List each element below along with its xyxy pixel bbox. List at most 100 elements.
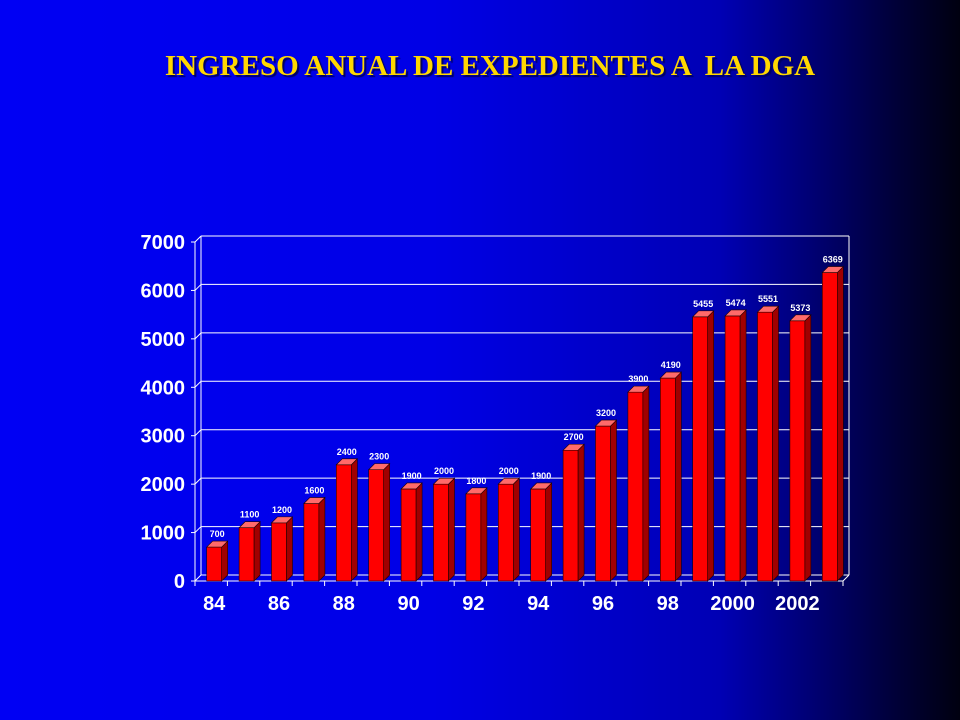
bar-front xyxy=(433,483,449,582)
bar-side xyxy=(383,462,391,582)
y-tick-label: 0 xyxy=(174,571,185,593)
bar-side xyxy=(512,477,520,582)
data-label: 2000 xyxy=(434,466,454,476)
gridline-diag xyxy=(194,284,202,291)
bar xyxy=(627,385,650,582)
bar xyxy=(789,314,812,582)
bar-side xyxy=(480,487,488,582)
bar-front xyxy=(497,483,514,582)
bar-top xyxy=(789,314,812,322)
bar xyxy=(529,482,553,582)
bar-front xyxy=(789,320,806,582)
axis-corner-right xyxy=(842,574,850,582)
bar xyxy=(465,487,488,582)
data-label: 1100 xyxy=(240,510,260,520)
data-label: 1800 xyxy=(466,476,486,486)
x-tick-label: 88 xyxy=(333,593,355,615)
bar-top xyxy=(497,477,521,485)
bar-side xyxy=(739,309,747,582)
bar xyxy=(335,458,359,582)
bar-top xyxy=(756,305,780,313)
bar xyxy=(659,371,683,582)
bar xyxy=(821,265,845,582)
bar-side xyxy=(577,443,585,582)
bar-side xyxy=(772,305,779,582)
gridline-diag xyxy=(194,429,202,437)
bar-front xyxy=(821,272,838,582)
bar-top xyxy=(367,463,391,470)
x-tick-label: 84 xyxy=(203,593,226,615)
x-tick-label: 2002 xyxy=(775,593,820,615)
bar-top xyxy=(205,540,229,548)
axis-corner xyxy=(194,574,202,582)
bar-side xyxy=(286,516,293,582)
bar-front xyxy=(627,391,644,582)
y-tick-label: 7000 xyxy=(141,232,186,254)
bar xyxy=(432,477,456,582)
bar-front xyxy=(692,316,709,582)
bar-front xyxy=(335,464,352,582)
x-tick-labels: 84 86 88 90 92 94 96 98 2000 2002 xyxy=(203,593,820,615)
bar xyxy=(205,540,229,582)
bar-side xyxy=(642,385,650,582)
bars xyxy=(205,265,845,582)
bar xyxy=(594,419,618,582)
data-label: 700 xyxy=(210,529,225,539)
data-label: 2700 xyxy=(564,432,584,442)
bar-front xyxy=(530,488,547,582)
y-tick-label: 1000 xyxy=(141,523,186,545)
y-tick-label: 3000 xyxy=(141,426,186,448)
bar-side xyxy=(350,458,358,582)
y-tick-label: 4000 xyxy=(141,377,186,399)
gridline-diag xyxy=(194,477,202,485)
bar-front xyxy=(724,315,741,582)
gridline-diag xyxy=(194,332,202,340)
x-tick-label: 2000 xyxy=(710,593,755,615)
bar-top xyxy=(303,497,326,504)
bar xyxy=(497,477,521,582)
bar-front xyxy=(562,449,579,582)
bar xyxy=(756,305,780,582)
bar-top xyxy=(400,482,423,490)
bar-front xyxy=(238,527,255,582)
bar-top xyxy=(594,419,618,427)
bar-front xyxy=(757,311,773,582)
bar-side xyxy=(804,314,812,582)
y-tick-label: 6000 xyxy=(141,280,186,302)
bar-side xyxy=(253,521,261,582)
gridline-diag xyxy=(194,235,202,243)
bar-front xyxy=(206,546,222,582)
data-label: 3900 xyxy=(628,374,648,384)
x-tick-label: 94 xyxy=(527,593,550,615)
bar-side xyxy=(610,419,617,582)
bar-side xyxy=(415,482,423,582)
bar xyxy=(238,521,261,582)
y-tick-label: 2000 xyxy=(141,474,186,496)
bar xyxy=(691,310,715,582)
bar-top xyxy=(659,371,683,379)
data-label: 5373 xyxy=(790,303,810,313)
bar-top xyxy=(335,458,359,466)
bar-top xyxy=(270,516,294,524)
gridlines xyxy=(194,235,849,533)
bar-side xyxy=(545,482,553,582)
x-tick-label: 90 xyxy=(397,593,419,615)
x-tick-label: 96 xyxy=(592,593,614,615)
bar xyxy=(367,462,391,582)
data-labels: 700 1100 1200 1600 2400 2300 1900 2000 1800 2000 1… xyxy=(210,255,843,540)
bar-front xyxy=(271,522,287,582)
bar-side xyxy=(448,477,455,582)
x-tick-label: 92 xyxy=(462,593,484,615)
data-label: 3200 xyxy=(596,408,616,418)
gridline-diag xyxy=(194,380,202,388)
x-tick-label: 98 xyxy=(657,593,679,615)
data-label: 5455 xyxy=(693,299,713,309)
bar-top xyxy=(691,310,715,318)
data-label: 1900 xyxy=(531,471,551,481)
chart-title: INGRESO ANUAL DE EXPEDIENTES A LA DGA xyxy=(164,50,816,82)
data-label: 6369 xyxy=(823,255,843,265)
data-label: 1200 xyxy=(272,505,292,515)
data-label: 5474 xyxy=(726,298,746,308)
bar xyxy=(303,496,326,582)
bar-side xyxy=(318,496,326,582)
